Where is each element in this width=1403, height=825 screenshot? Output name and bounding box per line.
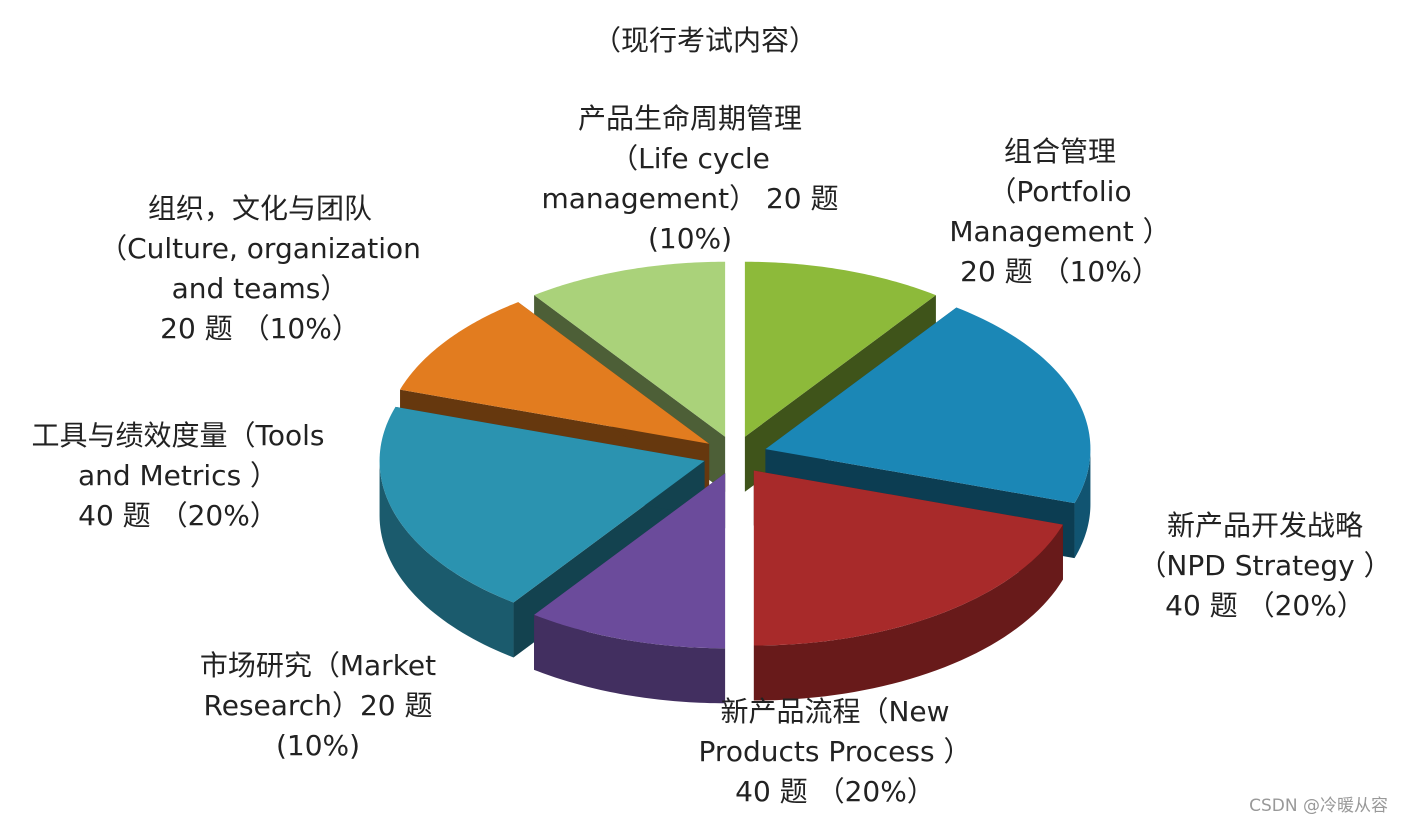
slice-top [765, 307, 1091, 504]
slice-label: management） 20 题 [542, 182, 839, 215]
slice-label: 组织，文化与团队 [148, 192, 372, 225]
slice-top [534, 473, 726, 649]
chart-title: （现行考试内容） [593, 24, 817, 57]
slice-label: 市场研究（Market [200, 649, 436, 682]
slice-label: 20 题 （10%） [160, 312, 360, 345]
slice-top [379, 406, 705, 603]
slice-top [744, 261, 936, 437]
slice-label: 20 题 （10%） [960, 255, 1160, 288]
slice-label: 组合管理 [1004, 135, 1116, 168]
pie [379, 261, 1091, 704]
slice [534, 473, 726, 704]
slice-label: Management ） [949, 215, 1170, 248]
slice-wall [534, 614, 726, 704]
slice-label: （Culture, organization [99, 232, 421, 265]
slice-label: and Metrics ） [78, 459, 278, 492]
slice [753, 470, 1063, 701]
slice-label: 40 题 （20%） [735, 775, 935, 808]
slice-label: 40 题 （20%） [78, 499, 278, 532]
slice-label: 新产品开发战略 [1167, 509, 1363, 542]
watermark: CSDN @冷暖从容 [1249, 796, 1388, 816]
slice-label: 工具与绩效度量（Tools [32, 419, 325, 452]
slice-top [534, 261, 726, 437]
slice-top [753, 470, 1063, 646]
slice-wall [379, 460, 514, 658]
slice-label: (10%) [648, 222, 732, 255]
slice-label: (10%) [276, 729, 360, 762]
slice-wall [1074, 449, 1091, 559]
slice-label: 产品生命周期管理 [578, 102, 802, 135]
slice-wall [753, 524, 1063, 701]
slice-label: Research）20 题 [204, 689, 433, 722]
slice-label: 40 题 （20%） [1165, 589, 1365, 622]
slice-label: and teams） [172, 272, 349, 305]
slice-label: （Portfolio [988, 175, 1131, 208]
slice-label: Products Process ） [699, 735, 972, 768]
slice-top [400, 302, 710, 444]
slice-label: （Life cycle [610, 142, 770, 175]
slice-label: 新产品流程（New [720, 695, 949, 728]
slice-label: （NPD Strategy ） [1138, 549, 1391, 582]
